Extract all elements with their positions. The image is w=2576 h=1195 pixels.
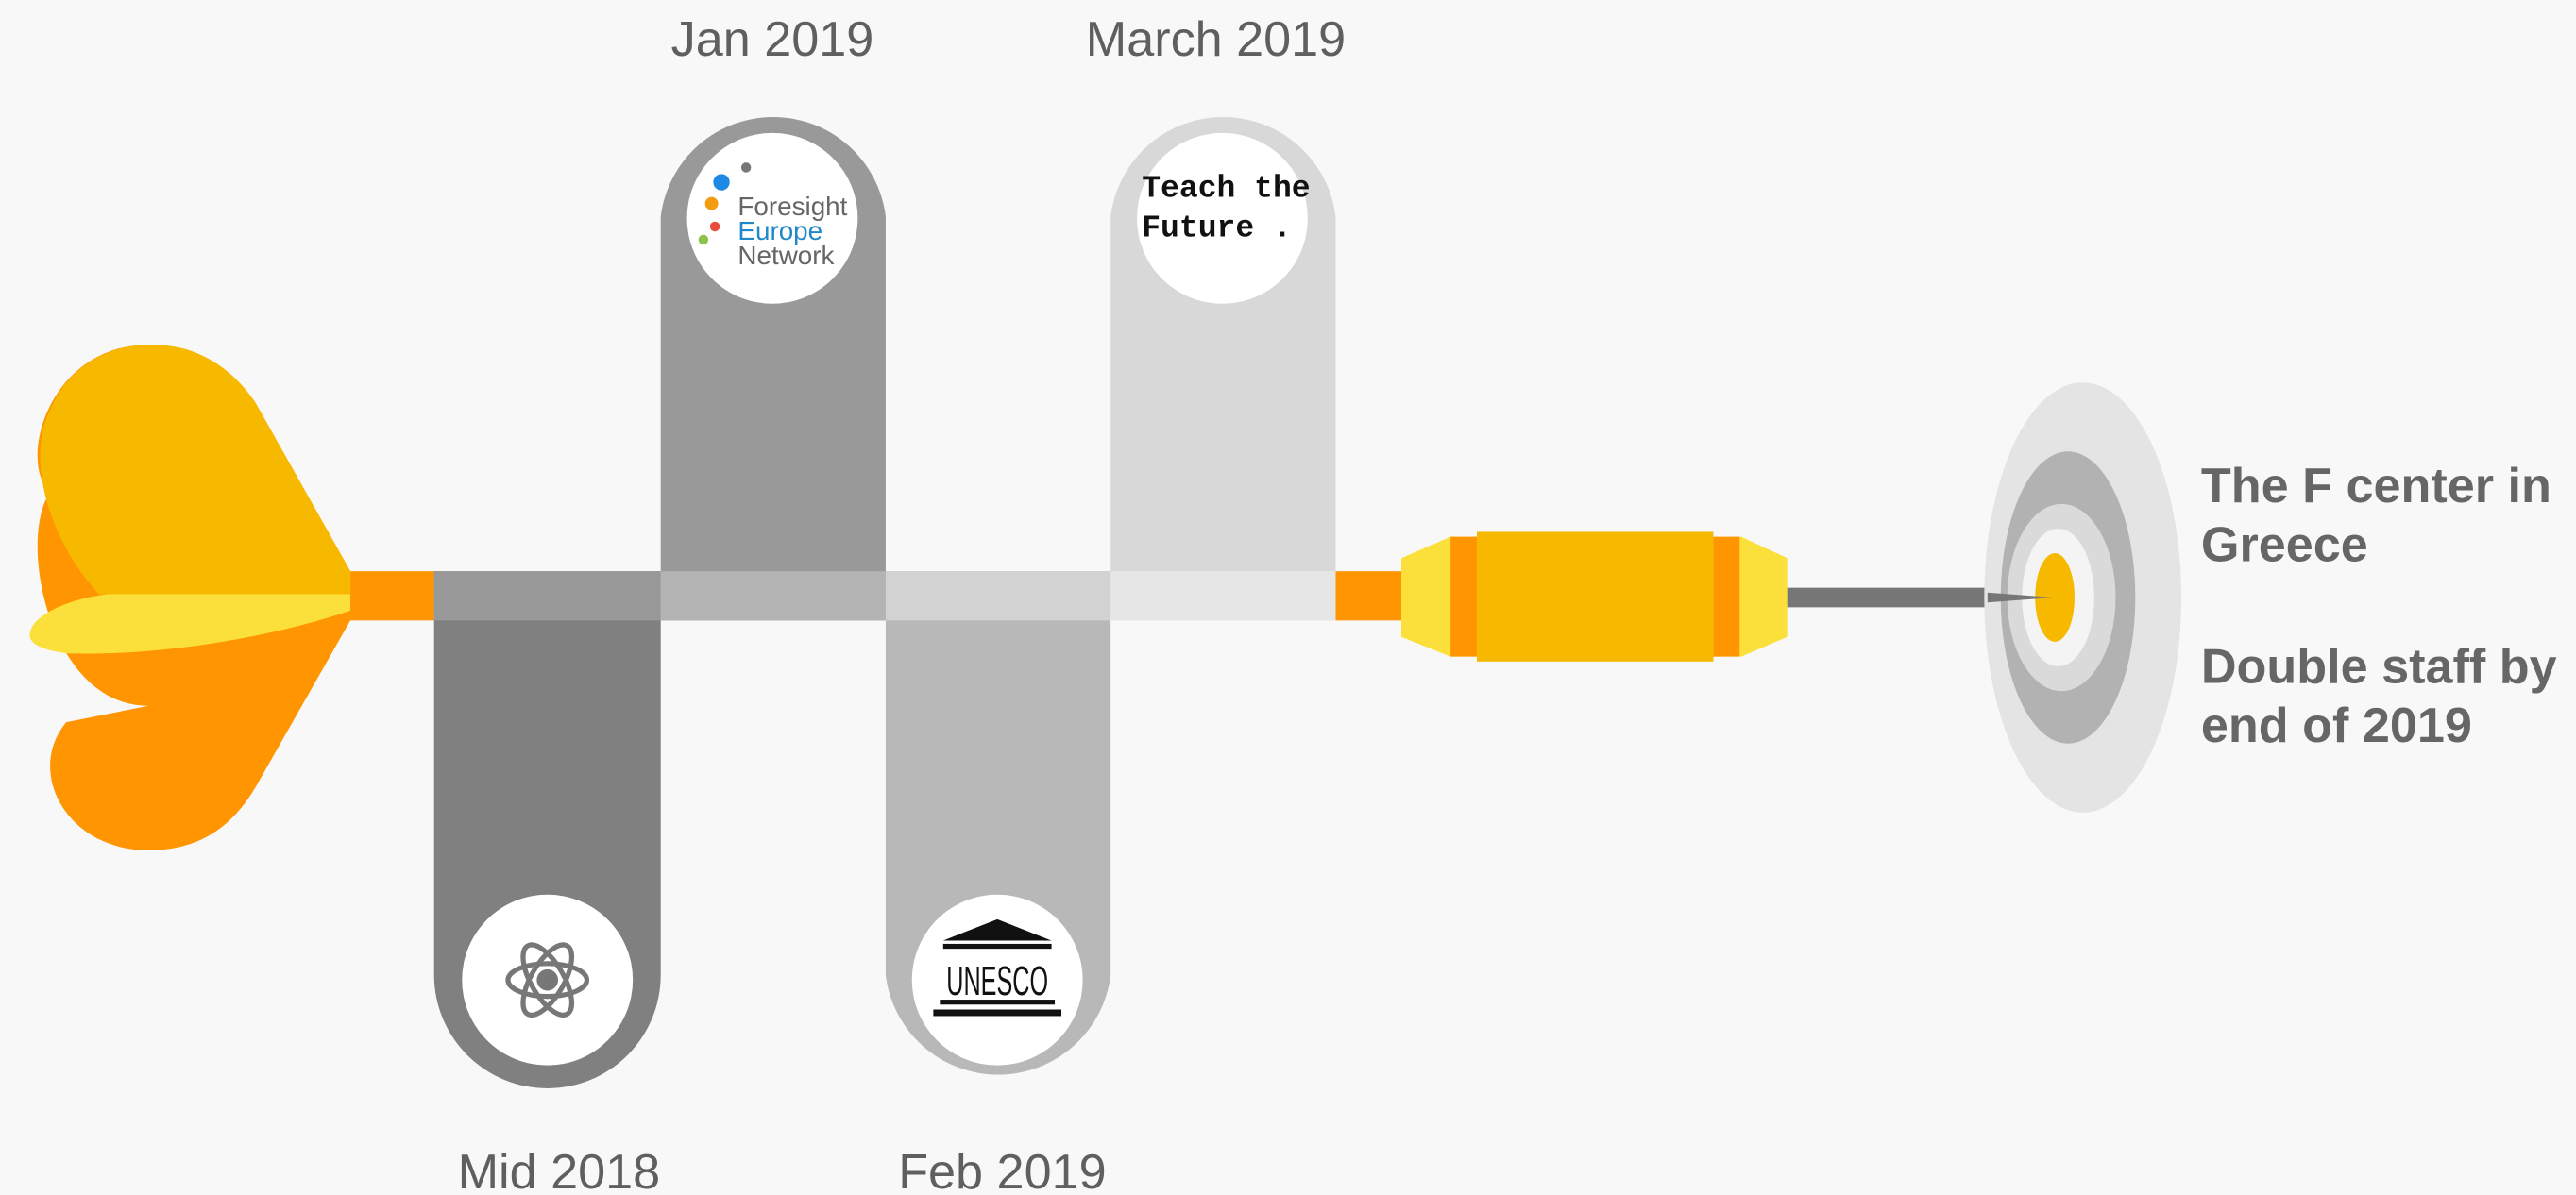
goal-text: Double staff by	[2201, 639, 2557, 694]
barrel-band	[1450, 537, 1477, 657]
logo-text: Teach the	[1142, 171, 1310, 207]
logo-text: Network	[737, 241, 834, 270]
dart-timeline: Foresight Europe Network Teach the Futur…	[0, 0, 2576, 1195]
logo-text: Future .	[1142, 210, 1292, 245]
milestone-date: Feb 2019	[898, 1145, 1106, 1195]
shaft-segment	[661, 571, 886, 620]
milestone-date: March 2019	[1086, 12, 1346, 67]
barrel-grip	[1477, 531, 1713, 661]
goal-text: Greece	[2201, 518, 2368, 573]
goal-text: end of 2019	[2201, 698, 2472, 753]
shaft-segment	[434, 571, 661, 620]
shaft-end	[350, 571, 434, 620]
goal-text: The F center in	[2201, 459, 2551, 513]
logo-text: UNESCO	[946, 959, 1048, 1004]
shaft-end	[1335, 571, 1401, 620]
barrel-band	[1713, 537, 1739, 657]
milestone-date: Mid 2018	[458, 1145, 661, 1195]
shaft-segment	[1110, 571, 1335, 620]
shaft-segment	[886, 571, 1110, 620]
milestone-date: Jan 2019	[671, 12, 874, 67]
